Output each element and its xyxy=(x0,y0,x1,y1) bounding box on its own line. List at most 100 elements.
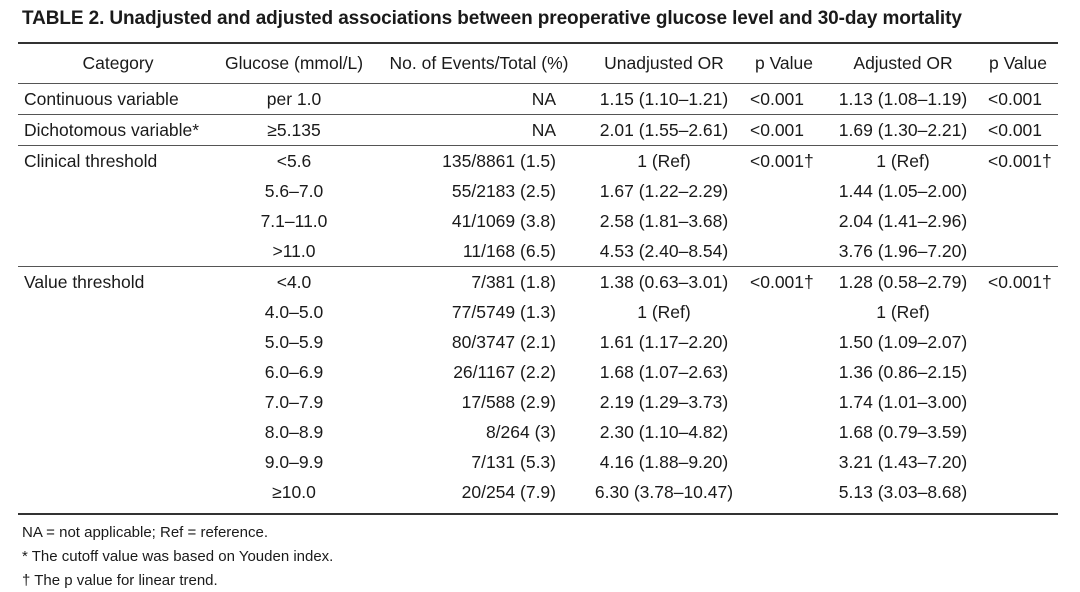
cell-events: 77/5749 (1.3) xyxy=(451,301,556,322)
cell-adjusted-or: 3.76 (1.96–7.20) xyxy=(838,240,968,261)
table-row: 6.0–6.9 26/1167 (2.2) 1.68 (1.07–2.63) 1.36… xyxy=(18,357,1058,387)
cell-glucose: 4.0–5.0 xyxy=(264,301,324,322)
table-row: Dichotomous variable* ≥5.135 NA 2.01 (1.55–… xyxy=(18,114,1058,146)
cell-glucose: 9.0–9.9 xyxy=(264,451,324,472)
header-category: Category xyxy=(82,52,154,73)
cell-p-value-adjusted xyxy=(978,236,1058,267)
cell-p-value-adjusted: <0.001 xyxy=(988,88,1043,109)
header-adjusted-or: Adjusted OR xyxy=(853,52,953,73)
cell-unadjusted-or: 2.19 (1.29–3.73) xyxy=(599,391,729,412)
cell-p-value-unadjusted: <0.001† xyxy=(740,145,828,176)
cell-p-value-adjusted xyxy=(978,387,1058,417)
cell-glucose: per 1.0 xyxy=(266,88,322,109)
cell-category: Continuous variable xyxy=(24,88,179,109)
cell-events: NA xyxy=(531,88,556,109)
table-row: ≥10.0 20/254 (7.9) 6.30 (3.78–10.47) 5.13 (… xyxy=(18,477,1058,507)
cell-glucose: 7.0–7.9 xyxy=(264,391,324,412)
cell-unadjusted-or: 4.16 (1.88–9.20) xyxy=(599,451,729,472)
table-row: 8.0–8.9 8/264 (3) 2.30 (1.10–4.82) 1.68 (0.… xyxy=(18,417,1058,447)
header-unadjusted-or: Unadjusted OR xyxy=(604,52,724,73)
cell-adjusted-or: 1.68 (0.79–3.59) xyxy=(838,421,968,442)
cell-category xyxy=(18,447,218,477)
cell-p-value-unadjusted xyxy=(740,327,828,357)
cell-adjusted-or: 1.44 (1.05–2.00) xyxy=(838,180,968,201)
cell-p-value-unadjusted xyxy=(740,477,828,507)
cell-unadjusted-or: 1.67 (1.22–2.29) xyxy=(599,180,729,201)
cell-adjusted-or: 1 (Ref) xyxy=(876,301,930,322)
cell-unadjusted-or: 1 (Ref) xyxy=(637,301,691,322)
table-row: 4.0–5.0 77/5749 (1.3) 1 (Ref) 1 (Ref) xyxy=(18,297,1058,327)
header-row: Category Glucose (mmol/L) No. of Events/… xyxy=(18,44,1058,82)
cell-glucose: 5.0–5.9 xyxy=(264,331,324,352)
cell-glucose: >11.0 xyxy=(272,240,316,261)
cell-glucose: ≥5.135 xyxy=(218,114,370,146)
cell-adjusted-or: 3.21 (1.43–7.20) xyxy=(838,451,968,472)
header-glucose: Glucose (mmol/L) xyxy=(224,52,364,73)
table-row: Value threshold <4.0 7/381 (1.8) 1.38 (0.63… xyxy=(18,266,1058,297)
cell-p-value-adjusted: <0.001 xyxy=(978,114,1058,146)
table-row: 7.0–7.9 17/588 (2.9) 2.19 (1.29–3.73) 1.74 … xyxy=(18,387,1058,417)
table-row: Clinical threshold <5.6 135/8861 (1.5) 1 (R… xyxy=(18,145,1058,176)
cell-p-value-unadjusted xyxy=(740,297,828,327)
cell-category xyxy=(18,236,218,267)
cell-unadjusted-or: 4.53 (2.40–8.54) xyxy=(599,240,729,261)
footnote-cutoff: * The cutoff value was based on Youden i… xyxy=(22,548,334,565)
cell-p-value-adjusted xyxy=(978,206,1058,236)
cell-category: Clinical threshold xyxy=(18,145,218,176)
cell-category: Value threshold xyxy=(18,266,218,297)
cell-events: 20/254 (7.9) xyxy=(461,481,556,502)
cell-category xyxy=(18,477,218,507)
footnote-trend: † The p value for linear trend. xyxy=(22,572,218,589)
cell-p-value-unadjusted xyxy=(740,387,828,417)
cell-unadjusted-or: 2.01 (1.55–2.61) xyxy=(588,114,740,146)
cell-unadjusted-or: 1.61 (1.17–2.20) xyxy=(599,331,729,352)
table-row: 7.1–11.0 41/1069 (3.8) 2.58 (1.81–3.68) 2.0… xyxy=(18,206,1058,236)
cell-events: 7/381 (1.8) xyxy=(370,266,588,297)
table-body: Continuous variable per 1.0 NA 1.15 (1.10–1… xyxy=(18,82,1058,507)
cell-adjusted-or: 1.36 (0.86–2.15) xyxy=(838,361,968,382)
cell-p-value-adjusted xyxy=(978,477,1058,507)
cell-p-value-unadjusted xyxy=(740,206,828,236)
cell-category xyxy=(18,357,218,387)
cell-adjusted-or: 1 (Ref) xyxy=(828,145,978,176)
cell-unadjusted-or: 1.38 (0.63–3.01) xyxy=(588,266,740,297)
cell-p-value-unadjusted xyxy=(740,417,828,447)
cell-adjusted-or: 1.13 (1.08–1.19) xyxy=(838,88,968,109)
cell-glucose: ≥10.0 xyxy=(272,481,316,502)
cell-category xyxy=(18,327,218,357)
cell-category xyxy=(18,417,218,447)
cell-p-value-unadjusted xyxy=(740,357,828,387)
table-row: Continuous variable per 1.0 NA 1.15 (1.10–1… xyxy=(18,82,1058,115)
cell-p-value-unadjusted: <0.001 xyxy=(740,114,828,146)
cell-unadjusted-or: 2.30 (1.10–4.82) xyxy=(599,421,729,442)
table-row: 5.0–5.9 80/3747 (2.1) 1.61 (1.17–2.20) 1.50… xyxy=(18,327,1058,357)
table-row: 9.0–9.9 7/131 (5.3) 4.16 (1.88–9.20) 3.21 (… xyxy=(18,447,1058,477)
header-rule xyxy=(18,83,1058,84)
cell-p-value-adjusted: <0.001† xyxy=(978,145,1058,176)
table-row: >11.0 11/168 (6.5) 4.53 (2.40–8.54) 3.76 (1… xyxy=(18,236,1058,267)
header-events: No. of Events/Total (%) xyxy=(389,52,569,73)
cell-adjusted-or: 1.28 (0.58–2.79) xyxy=(828,266,978,297)
data-table: Category Glucose (mmol/L) No. of Events/… xyxy=(18,44,1058,507)
cell-category xyxy=(18,297,218,327)
cell-p-value-unadjusted xyxy=(740,236,828,267)
cell-p-value-adjusted xyxy=(978,417,1058,447)
bottom-rule xyxy=(18,513,1058,515)
cell-glucose: 5.6–7.0 xyxy=(264,180,324,201)
cell-unadjusted-or: 6.30 (3.78–10.47) xyxy=(594,481,734,502)
cell-adjusted-or: 1.74 (1.01–3.00) xyxy=(838,391,968,412)
cell-category xyxy=(18,206,218,236)
cell-adjusted-or: 1.69 (1.30–2.21) xyxy=(828,114,978,146)
cell-events: 55/2183 (2.5) xyxy=(451,180,556,201)
cell-events: 7/131 (5.3) xyxy=(471,451,556,472)
cell-events: 135/8861 (1.5) xyxy=(370,145,588,176)
cell-adjusted-or: 5.13 (3.03–8.68) xyxy=(838,481,968,502)
cell-category: Dichotomous variable* xyxy=(18,114,218,146)
cell-p-value-unadjusted: <0.001 xyxy=(750,88,805,109)
cell-events: 26/1167 (2.2) xyxy=(453,361,556,382)
cell-adjusted-or: 2.04 (1.41–2.96) xyxy=(838,210,968,231)
top-rule xyxy=(18,42,1058,44)
cell-unadjusted-or: 1 (Ref) xyxy=(588,145,740,176)
cell-p-value-adjusted xyxy=(978,297,1058,327)
cell-p-value-unadjusted xyxy=(740,176,828,206)
